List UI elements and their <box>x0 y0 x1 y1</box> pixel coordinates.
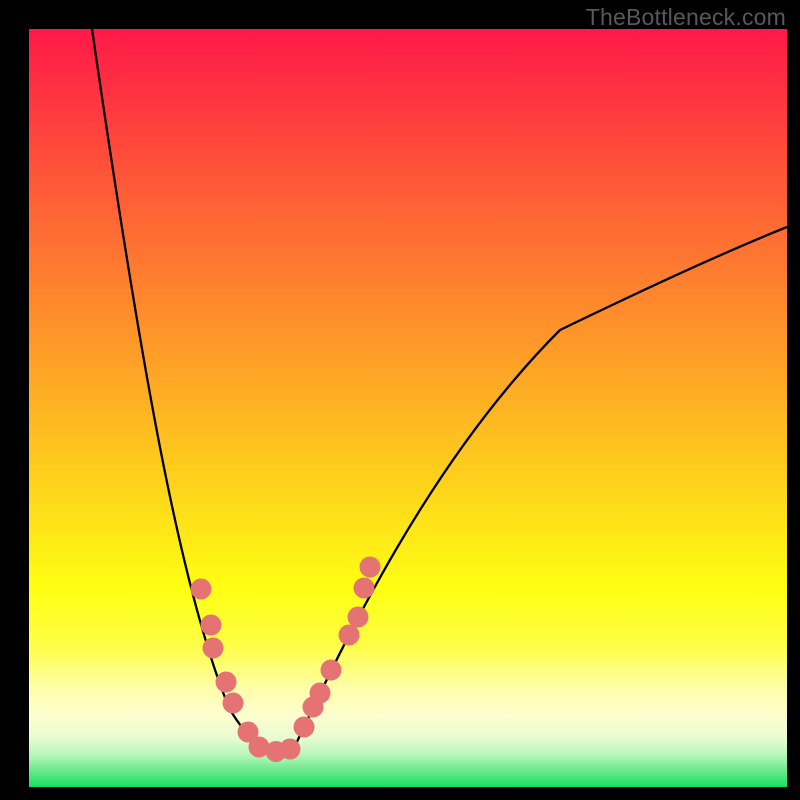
data-dot <box>348 607 369 628</box>
data-dot <box>280 739 301 760</box>
data-dot <box>191 579 212 600</box>
plot-area <box>29 29 787 787</box>
data-dot <box>321 660 342 681</box>
data-dot <box>339 625 360 646</box>
data-dot <box>203 638 224 659</box>
data-dot <box>216 672 237 693</box>
data-dot <box>354 578 375 599</box>
data-dot <box>201 615 222 636</box>
gradient-background <box>29 29 787 787</box>
watermark-text: TheBottleneck.com <box>586 4 786 31</box>
data-dot <box>294 717 315 738</box>
data-dot <box>223 693 244 714</box>
data-dot <box>360 557 381 578</box>
bottleneck-chart <box>0 0 800 800</box>
data-dot <box>310 683 331 704</box>
